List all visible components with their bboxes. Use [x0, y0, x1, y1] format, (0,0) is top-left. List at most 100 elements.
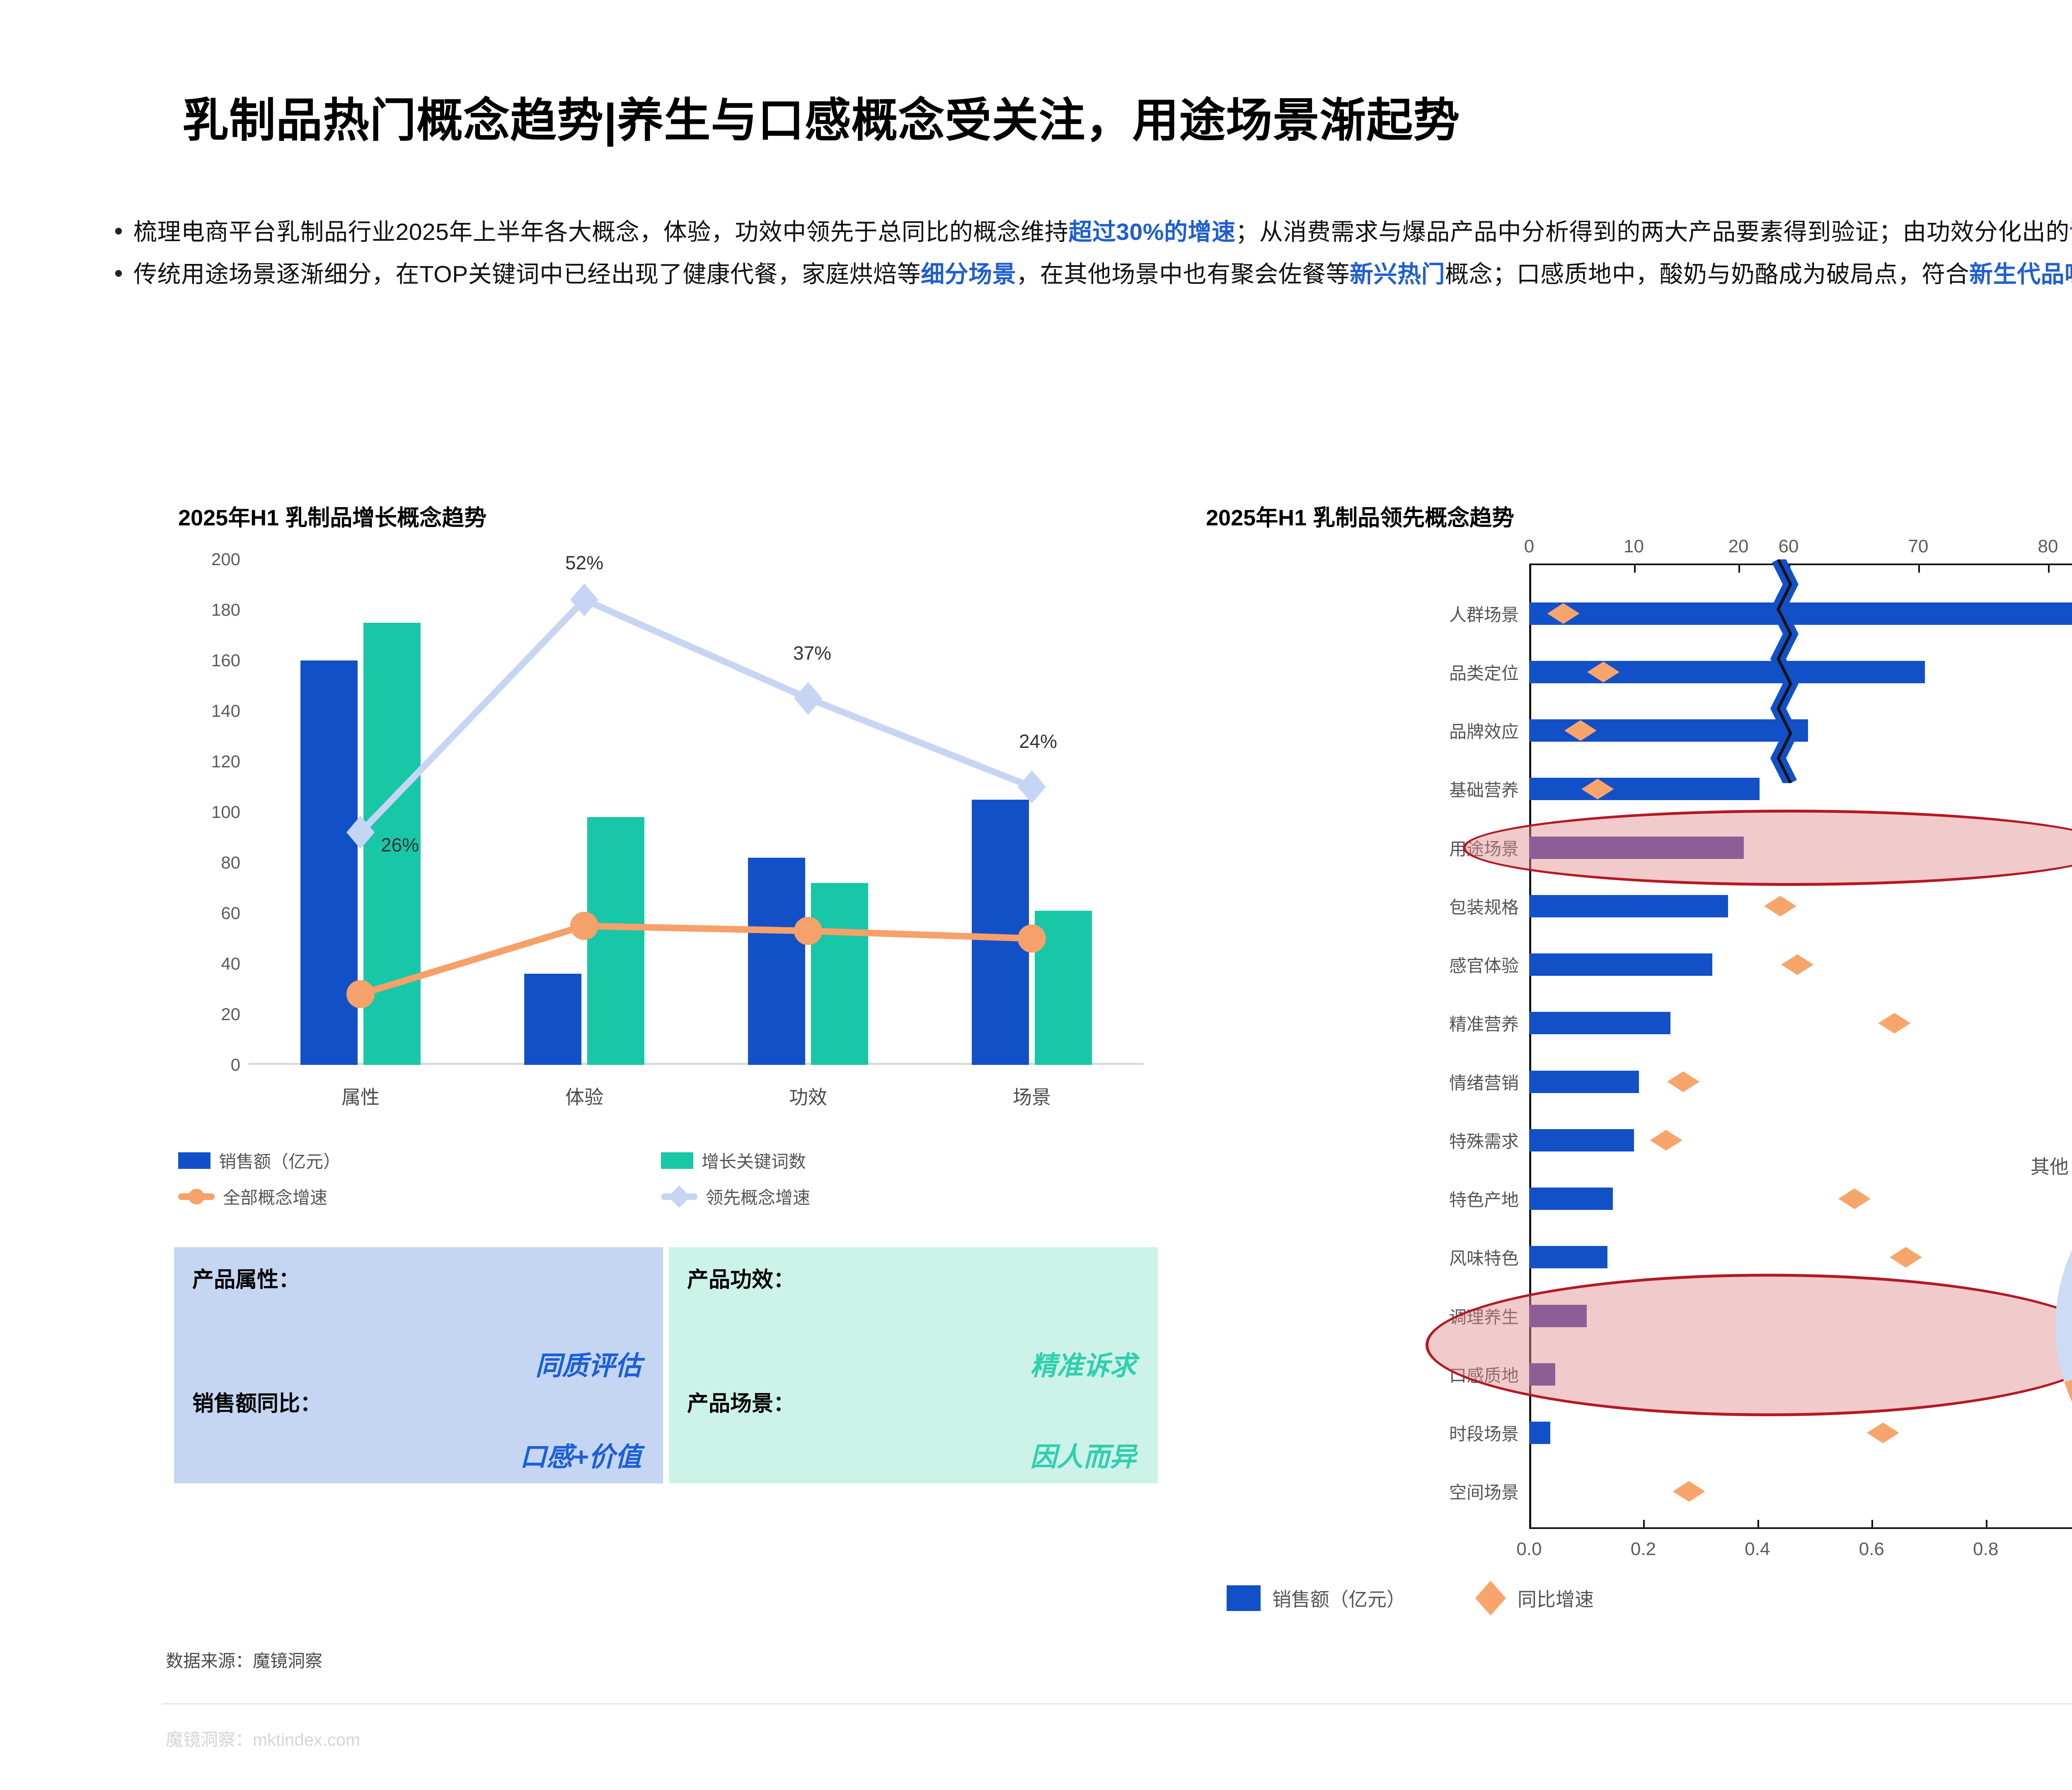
y-axis-tick: 0 — [230, 1055, 240, 1074]
legend-swatch — [178, 1193, 215, 1200]
horizontal-bar — [1529, 1129, 1634, 1151]
category-label: 情绪营销 — [1449, 1073, 1519, 1093]
line-data-label: 37% — [793, 642, 832, 664]
top-axis-tick: 80 — [2038, 536, 2058, 556]
legend-item: 全部概念增速 — [178, 1184, 661, 1209]
y-axis-tick: 80 — [221, 853, 240, 872]
bar-sales — [524, 974, 581, 1065]
bottom-axis-tick: 0.4 — [1745, 1539, 1770, 1559]
growth-marker — [1889, 1247, 1922, 1268]
highlighted-phrase: 细分场景 — [921, 261, 1017, 288]
category-label: 风味特色 — [1449, 1248, 1519, 1268]
pie-slice — [2064, 1379, 2072, 1402]
horizontal-bar — [1529, 1070, 1639, 1093]
growth-concept-chart: 0 20 40 60 80 100 120 140 160 180 200 属性 体验 功效 场景 26% 52… — [174, 547, 1160, 1119]
horizontal-bar — [1529, 895, 1728, 917]
y-axis-tick: 120 — [211, 752, 240, 771]
highlighted-phrase: 新生代品味 — [1969, 261, 2072, 288]
chart2-title: 2025年H1 乳制品领先概念趋势 — [1206, 506, 1515, 530]
category-label: 基础营养 — [1449, 780, 1519, 800]
bar-sales — [300, 660, 358, 1065]
growth-marker — [1650, 1130, 1682, 1151]
chart2-plot-area: 01020607080900.00.20.40.60.81.02.6 — [1426, 536, 2072, 1559]
pie-category-label: 其他 — [2031, 1156, 2069, 1178]
category-label: 特色产地 — [1449, 1190, 1519, 1210]
top-axis-tick: 20 — [1728, 536, 1749, 556]
insight-value: 口感+价值 — [520, 1442, 641, 1472]
bottom-axis — [1529, 1527, 2072, 1529]
tick-mark — [1529, 1520, 1531, 1529]
chart1-legend: 销售额（亿元） 增长关键词数全部概念增速 领先概念增速 — [178, 1148, 1144, 1209]
summary-bullets: • 梳理电商平台乳制品行业2025年上半年各大概念，体验，功效中领先于总同比的概念… — [104, 215, 2072, 300]
category-label: 人群场景 — [1449, 605, 1519, 625]
insight-value: 因人而异 — [1030, 1442, 1136, 1472]
category-label: 感官体验 — [1449, 956, 1519, 976]
insight-value: 精准诉求 — [1030, 1351, 1136, 1381]
y-axis-tick: 140 — [211, 701, 240, 721]
highlighted-phrase: 新兴热门 — [1350, 261, 1445, 288]
y-axis-tick: 100 — [211, 802, 240, 822]
bar-kw — [587, 817, 644, 1065]
highlight-ellipse — [1463, 809, 2072, 886]
body-text: 传统用途场景逐渐细分，在TOP关键词中已经出现了健康代餐，家庭烘焙等 — [133, 261, 921, 288]
line-data-label: 24% — [1019, 731, 1058, 752]
legend-label: 增长关键词数 — [702, 1152, 806, 1171]
legend-item: 销售额（亿元） — [178, 1148, 661, 1173]
value-axis — [1529, 564, 1531, 1529]
insight-key: 销售额同比： — [192, 1392, 322, 1416]
horizontal-bar — [1529, 602, 2072, 625]
chart1-plot-area: 属性 体验 功效 场景 26% 52% 37% 24% — [249, 552, 1144, 1108]
insight-value: 同质评估 — [535, 1351, 641, 1381]
y-axis-tick: 160 — [211, 651, 240, 670]
highlighted-phrase: 超过30%的增速 — [1068, 219, 1236, 245]
horizontal-bar — [1529, 778, 1760, 801]
x-axis-category: 功效 — [789, 1086, 827, 1108]
category-label: 包装规格 — [1449, 897, 1519, 917]
tick-mark — [1871, 1520, 1874, 1529]
bullet-text: 传统用途场景逐渐细分，在TOP关键词中已经出现了健康代餐，家庭烘焙等细分场景，在… — [133, 258, 2072, 291]
x-axis — [249, 1063, 1144, 1065]
watermark: 魔镜洞察：mktindex.com — [166, 1730, 361, 1749]
top-axis-tick: 70 — [1908, 536, 1929, 556]
legend-swatch — [178, 1152, 211, 1169]
body-text: ；从消费需求与爆品产品中分析得到的两大产品要素得到验证；由功效分化出的 — [1235, 219, 2070, 245]
bar-sales — [972, 799, 1029, 1065]
top-axis-tick: 0 — [1524, 536, 1535, 556]
category-label: 品类定位 — [1449, 663, 1519, 683]
legend-swatch — [661, 1152, 693, 1169]
tick-mark — [1757, 1520, 1759, 1529]
legend-item: 领先概念增速 — [661, 1184, 1144, 1209]
x-axis-category: 场景 — [1013, 1086, 1051, 1108]
x-axis-category: 体验 — [565, 1086, 603, 1108]
category-label: 时段场景 — [1449, 1424, 1519, 1444]
bottom-axis-tick: 0.0 — [1516, 1539, 1542, 1559]
footer-divider — [162, 1703, 2072, 1705]
pie-slice — [2055, 1250, 2072, 1382]
horizontal-bar — [1529, 1012, 1670, 1035]
y-axis-tick: 40 — [221, 954, 240, 973]
chart2-legend: 销售额（亿元） 同比增速 — [1227, 1581, 1594, 1616]
legend-swatch — [661, 1193, 697, 1200]
tick-mark — [1643, 1520, 1645, 1529]
horizontal-bar — [1529, 1422, 1550, 1444]
insight-box: 产品功效： 精准诉求 产品场景： 因人而异 — [669, 1247, 1158, 1483]
bottom-axis-tick: 0.2 — [1630, 1539, 1656, 1559]
legend-item: 增长关键词数 — [661, 1148, 1144, 1173]
growth-marker — [1673, 1481, 1705, 1502]
highlight-ellipse — [1426, 1274, 2072, 1417]
growth-marker — [1838, 1188, 1871, 1209]
insight-key: 产品功效： — [687, 1268, 795, 1292]
y-axis-tick: 60 — [221, 903, 240, 923]
top-axis-tick: 10 — [1624, 536, 1644, 556]
insight-box: 产品属性： 同质评估 销售额同比： 口感+价值 — [174, 1247, 663, 1483]
line-data-label: 52% — [565, 552, 604, 573]
chart1-title: 2025年H1 乳制品增长概念趋势 — [178, 506, 487, 530]
bar-sales — [748, 857, 805, 1065]
bullet-text: 梳理电商平台乳制品行业2025年上半年各大概念，体验，功效中领先于总同比的概念维… — [133, 215, 2072, 249]
bottom-axis-tick: 0.6 — [1859, 1539, 1884, 1559]
horizontal-bar — [1529, 953, 1712, 976]
y-axis-tick: 20 — [221, 1004, 240, 1024]
legend-label: 销售额（亿元） — [219, 1152, 341, 1171]
tick-mark — [1529, 564, 1531, 573]
tick-mark — [1918, 564, 1920, 573]
